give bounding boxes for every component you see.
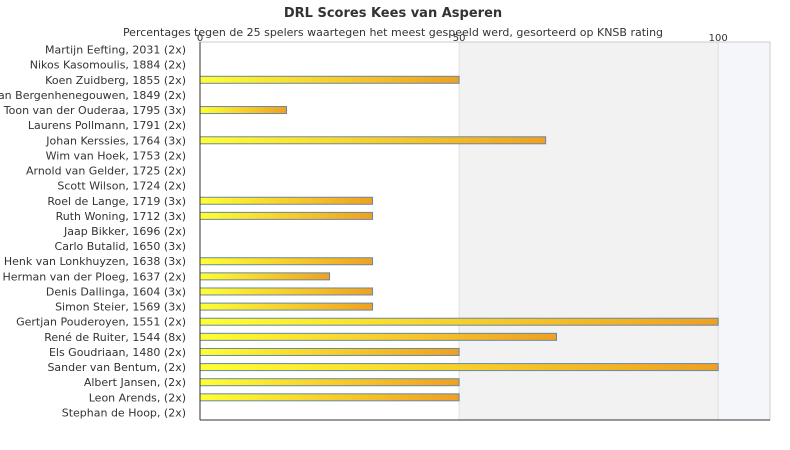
category-label: Roel de Lange, 1719 (3x) (47, 195, 186, 208)
category-label: Scott Wilson, 1724 (2x) (57, 180, 186, 193)
x-tick-label-100: 100 (709, 33, 728, 44)
category-label: Leon Arends, (2x) (89, 391, 186, 404)
bar (199, 75, 460, 84)
category-label: Jaap Bikker, 1696 (2x) (63, 225, 186, 238)
category-label: Stephan de Hoop, (2x) (62, 406, 186, 419)
category-label: René de Ruiter, 1544 (8x) (44, 331, 186, 344)
band-100-110 (718, 42, 770, 420)
category-label: Albert Jansen, (2x) (84, 376, 186, 389)
category-label: Johan Kerssies, 1764 (3x) (45, 134, 186, 147)
category-label: Bram van Bergenhenegouwen, 1849 (2x) (0, 89, 186, 102)
bar (199, 106, 288, 115)
category-label: Ruth Woning, 1712 (3x) (56, 210, 186, 223)
bar (199, 393, 460, 402)
category-label: Carlo Butalid, 1650 (3x) (55, 240, 186, 253)
bar (199, 332, 558, 341)
band-50-100 (459, 42, 719, 420)
category-label: Koen Zuidberg, 1855 (2x) (45, 74, 186, 87)
category-label: Laurens Pollmann, 1791 (2x) (28, 119, 186, 132)
category-label: Toon van der Ouderaa, 1795 (3x) (3, 104, 186, 117)
chart-title: DRL Scores Kees van Asperen (284, 6, 502, 21)
bar (199, 287, 374, 296)
x-tick-label-0: 0 (197, 33, 203, 44)
category-label: Denis Dallinga, 1604 (3x) (46, 285, 186, 298)
chart-subtitle: Percentages tegen de 25 spelers waartege… (123, 26, 663, 39)
category-label: Sander van Bentum, (2x) (47, 361, 186, 374)
plot-area: 0 50 100 Martijn Eefting, 2031 (2x) Nikos Ka… (0, 33, 771, 421)
bar (199, 211, 374, 220)
bar (199, 302, 374, 311)
bar (199, 363, 719, 372)
bar (199, 136, 547, 145)
category-label: Henk van Lonkhuyzen, 1638 (3x) (4, 255, 186, 268)
bar (199, 317, 719, 326)
category-label: Els Goudriaan, 1480 (2x) (49, 346, 186, 359)
category-label: Simon Steier, 1569 (3x) (55, 301, 186, 314)
category-label: Nikos Kasomoulis, 1884 (2x) (30, 59, 186, 72)
category-label: Arnold van Gelder, 1725 (2x) (26, 165, 186, 178)
category-label: Gertjan Pouderoyen, 1551 (2x) (16, 316, 186, 329)
x-tick-label-50: 50 (453, 33, 466, 44)
bar (199, 347, 460, 356)
category-label: Martijn Eefting, 2031 (2x) (45, 44, 186, 57)
bar (199, 196, 374, 205)
bar (199, 378, 460, 387)
bar (199, 257, 374, 266)
bar (199, 272, 331, 281)
category-label: Wim van Hoek, 1753 (2x) (46, 149, 186, 162)
category-label: Herman van der Ploeg, 1637 (2x) (2, 270, 186, 283)
band-0-50 (200, 42, 460, 420)
